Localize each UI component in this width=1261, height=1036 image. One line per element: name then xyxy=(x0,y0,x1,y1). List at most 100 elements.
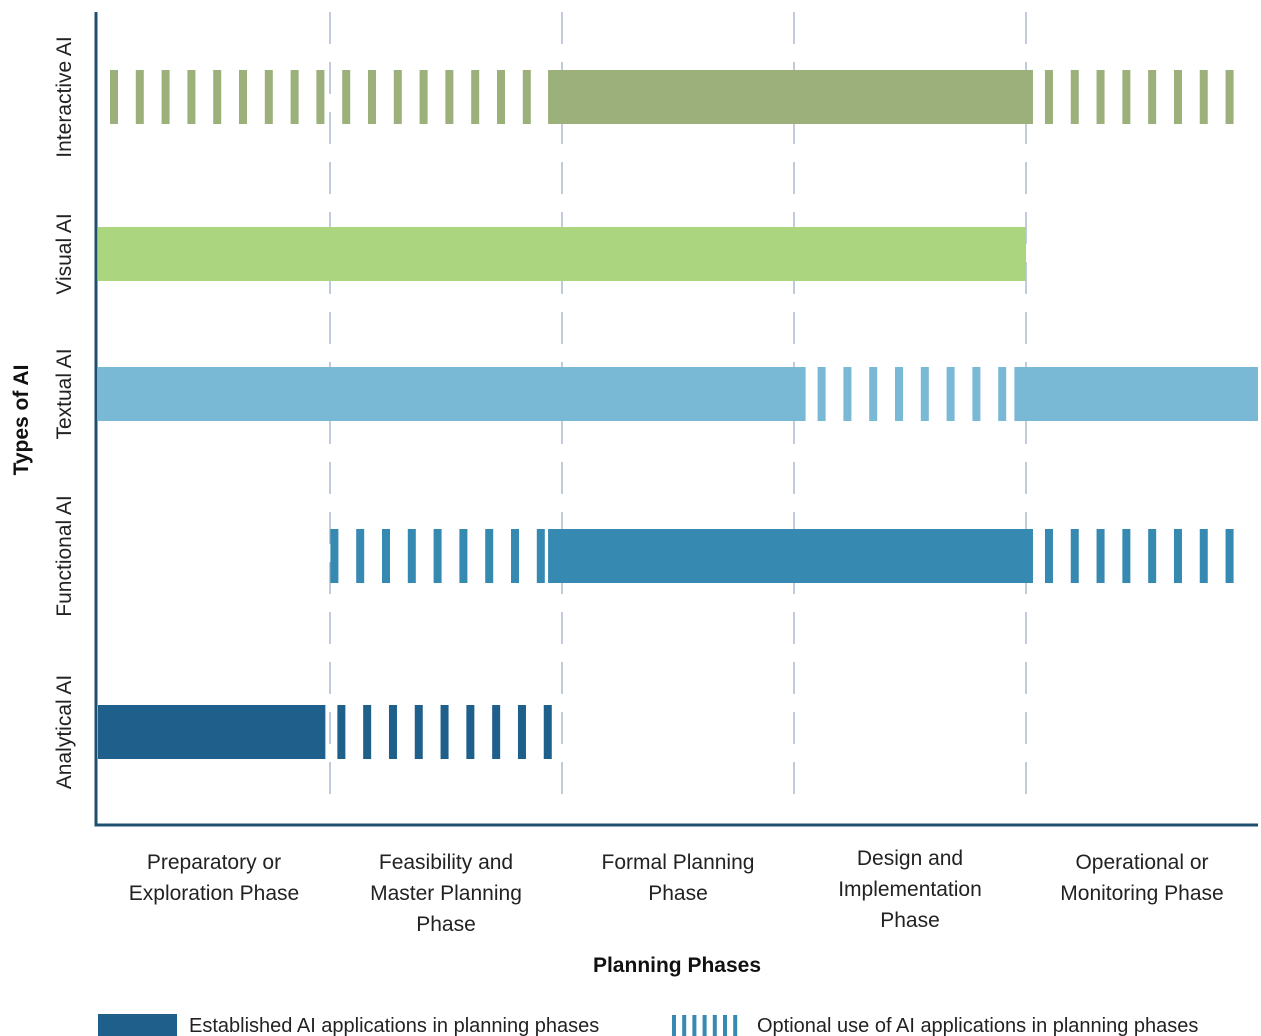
bar-segment-established xyxy=(548,70,1033,124)
bar-dash-optional xyxy=(517,705,526,759)
bar-dash-optional xyxy=(471,70,480,124)
phase-label: Preparatory or xyxy=(147,851,281,874)
row-label: Functional AI xyxy=(53,495,76,616)
bar-dash-optional xyxy=(817,367,826,421)
bar-dash-optional xyxy=(1070,529,1079,583)
phase-label: Phase xyxy=(648,882,708,905)
bar-segment-established xyxy=(1014,367,1258,421)
phase-labels: Preparatory or Exploration Phase Feasibili… xyxy=(129,847,1224,936)
bar-segment-established xyxy=(98,367,806,421)
bar-dash-optional xyxy=(1096,70,1105,124)
bar-dash-optional xyxy=(330,529,339,583)
phase-label: Formal Planning xyxy=(602,851,755,874)
bar-dash-optional xyxy=(382,529,390,583)
row-label: Interactive AI xyxy=(53,36,76,157)
bar-dash-optional xyxy=(407,529,416,583)
legend-optional-dash xyxy=(682,1015,687,1036)
bar-dash-optional xyxy=(843,367,852,421)
bar-dash-optional xyxy=(1148,70,1157,124)
bar-dash-optional xyxy=(1070,70,1079,124)
bar-dash-optional xyxy=(368,70,376,124)
bar-dash-optional xyxy=(543,705,552,759)
bar-dash-optional xyxy=(433,529,442,583)
legend-established-label: Established AI applications in planning … xyxy=(189,1015,599,1036)
phase-label: Design and xyxy=(857,847,963,870)
bar-dash-optional xyxy=(342,70,351,124)
bar-dash-optional xyxy=(213,70,222,124)
bar-dash-optional xyxy=(264,70,273,124)
row-label: Analytical AI xyxy=(53,675,76,789)
bar-segment-established xyxy=(548,529,1033,583)
bar-row-analytical-ai xyxy=(98,705,552,759)
bar-dash-optional xyxy=(466,705,475,759)
bar-dash-optional xyxy=(459,529,468,583)
bar-dash-optional xyxy=(290,70,299,124)
bar-dash-optional xyxy=(895,367,903,421)
bar-dash-optional xyxy=(1122,529,1131,583)
phase-label: Master Planning xyxy=(370,882,522,905)
bar-dash-optional xyxy=(492,705,501,759)
phase-label: Phase xyxy=(416,913,476,936)
bar-dash-optional xyxy=(393,70,402,124)
bar-dash-optional xyxy=(445,70,454,124)
bar-segment-established xyxy=(98,705,326,759)
phase-dividers xyxy=(329,12,1027,802)
legend-optional-dash xyxy=(672,1015,676,1036)
bar-row-functional-ai xyxy=(330,529,1234,583)
bar-dash-optional xyxy=(1225,529,1234,583)
bar-dash-optional xyxy=(1122,70,1131,124)
bar-dash-optional xyxy=(1199,529,1208,583)
row-labels: Interactive AI Visual AI Textual AI Functio… xyxy=(53,36,76,789)
legend-optional-dash xyxy=(702,1015,707,1036)
phase-label: Feasibility and xyxy=(379,851,513,874)
ai-bars xyxy=(98,70,1258,759)
bar-dash-optional xyxy=(497,70,505,124)
legend-optional-swatch xyxy=(672,1015,738,1036)
bar-row-interactive-ai xyxy=(110,70,1234,124)
bar-dash-optional xyxy=(511,529,519,583)
bar-dash-optional xyxy=(998,367,1007,421)
x-axis-title: Planning Phases xyxy=(593,954,761,977)
bar-dash-optional xyxy=(1173,70,1182,124)
bar-dash-optional xyxy=(536,529,545,583)
axes xyxy=(94,12,1258,827)
bar-dash-optional xyxy=(920,367,929,421)
bar-dash-optional xyxy=(440,705,449,759)
bar-dash-optional xyxy=(419,70,428,124)
y-axis-title: Types of AI xyxy=(10,365,33,476)
bar-dash-optional xyxy=(972,367,981,421)
bar-dash-optional xyxy=(485,529,494,583)
bar-dash-optional xyxy=(869,367,878,421)
row-label: Textual AI xyxy=(53,348,76,439)
bar-dash-optional xyxy=(1173,529,1182,583)
bar-dash-optional xyxy=(1044,70,1053,124)
bar-dash-optional xyxy=(1199,70,1208,124)
bar-dash-optional xyxy=(110,70,118,124)
phase-label: Exploration Phase xyxy=(129,882,299,905)
bar-dash-optional xyxy=(135,70,144,124)
phase-label: Monitoring Phase xyxy=(1060,882,1223,905)
legend-optional-dash xyxy=(733,1015,738,1036)
phase-label: Implementation xyxy=(838,878,982,901)
legend-optional-label: Optional use of AI applications in plann… xyxy=(757,1015,1198,1036)
legend-optional-dash xyxy=(712,1015,717,1036)
bar-dash-optional xyxy=(1225,70,1234,124)
bar-dash-optional xyxy=(388,705,397,759)
bar-segment-established xyxy=(98,227,1026,281)
bar-dash-optional xyxy=(187,70,196,124)
bar-row-visual-ai xyxy=(98,227,1026,281)
bar-dash-optional xyxy=(356,529,365,583)
legend-optional-dash xyxy=(723,1015,727,1036)
bar-dash-optional xyxy=(414,705,423,759)
legend: Established AI applications in planning … xyxy=(98,1014,1198,1036)
bar-dash-optional xyxy=(522,70,531,124)
bar-dash-optional xyxy=(161,70,170,124)
bar-dash-optional xyxy=(1096,529,1105,583)
bar-dash-optional xyxy=(239,70,247,124)
row-label: Visual AI xyxy=(53,213,76,294)
bar-dash-optional xyxy=(1148,529,1157,583)
bar-dash-optional xyxy=(363,705,372,759)
bar-dash-optional xyxy=(316,70,325,124)
phase-label: Phase xyxy=(880,909,940,932)
